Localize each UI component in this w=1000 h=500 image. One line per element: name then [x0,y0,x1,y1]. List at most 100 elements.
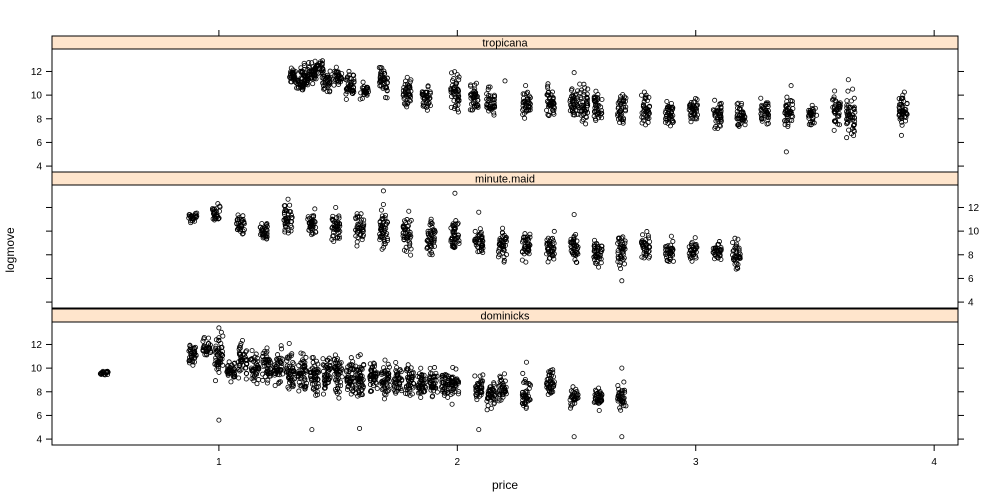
point-tropicana [903,110,909,116]
point-minute.maid [668,233,674,239]
point-minute.maid [622,238,628,244]
point-tropicana [620,117,626,123]
point-tropicana [846,127,852,133]
point-tropicana [692,110,698,116]
point-tropicana [784,118,790,124]
point-tropicana [852,109,858,115]
point-minute.maid [544,242,550,248]
point-tropicana [808,109,814,115]
point-dominicks [428,387,434,393]
point-minute.maid [429,236,435,242]
point-minute.maid [215,213,221,219]
point-dominicks [292,376,298,382]
point-tropicana [736,121,742,127]
point-dominicks [206,346,212,352]
y-tick-label: 6 [36,138,42,149]
point-tropicana [331,82,337,88]
point-minute.maid [617,262,623,268]
point-minute.maid [621,261,627,267]
point-tropicana [899,122,905,128]
point-minute.maid [475,244,481,250]
point-minute.maid [353,233,359,239]
point-minute.maid [475,233,481,239]
point-minute.maid [479,241,485,247]
point-minute.maid [640,232,646,238]
point-minute.maid [735,262,741,268]
point-dominicks [320,362,326,368]
point-dominicks [404,391,410,397]
point-dominicks [219,356,225,362]
point-tropicana [901,98,907,104]
point-dominicks [192,344,198,350]
point-tropicana [520,111,526,117]
point-dominicks [442,390,448,396]
point-dominicks [621,379,627,385]
point-dominicks [190,359,196,365]
point-dominicks [242,352,248,358]
point-dominicks [520,370,526,376]
point-tropicana [742,118,748,124]
y-tick-label: 4 [36,162,42,173]
point-minute.maid [238,228,244,234]
point-dominicks [284,369,290,375]
point-minute.maid [717,249,723,255]
point-dominicks [522,401,528,407]
point-minute.maid [551,228,557,234]
point-minute.maid [264,232,270,238]
point-tropicana [836,110,842,116]
point-dominicks [572,397,578,403]
point-dominicks [386,374,392,380]
point-tropicana [669,118,675,124]
outlier-minute.maid [285,196,291,202]
point-dominicks [212,378,218,384]
point-minute.maid [594,245,600,251]
point-tropicana [643,94,649,100]
y-tick-label: 10 [31,91,43,102]
point-minute.maid [257,224,263,230]
point-tropicana [377,79,383,85]
point-minute.maid [455,232,461,238]
point-dominicks [384,383,390,389]
point-tropicana [551,111,557,117]
outlier-dominicks [523,359,529,365]
point-minute.maid [307,224,313,230]
outlier-dominicks [619,434,625,440]
point-dominicks [573,386,579,392]
panel-box-dominicks [51,321,959,446]
point-minute.maid [405,235,411,241]
point-minute.maid [641,239,647,245]
point-dominicks [267,373,273,379]
point-minute.maid [547,241,553,247]
point-dominicks [356,379,362,385]
point-dominicks [381,396,387,402]
point-tropicana [403,86,409,92]
point-dominicks [254,355,260,361]
point-tropicana [595,108,601,114]
point-dominicks [418,389,424,395]
point-minute.maid [308,220,314,226]
point-dominicks [190,362,196,368]
point-dominicks [594,390,600,396]
point-dominicks [618,397,624,403]
point-dominicks [546,372,552,378]
point-minute.maid [687,253,693,259]
point-tropicana [643,122,649,128]
point-tropicana [899,103,905,109]
point-dominicks [238,367,244,373]
point-tropicana [570,96,576,102]
point-minute.maid [472,237,478,243]
point-dominicks [430,374,436,380]
point-minute.maid [732,256,738,262]
point-dominicks [398,386,404,392]
point-minute.maid [450,228,456,234]
point-dominicks [238,358,244,364]
point-tropicana [545,81,551,87]
point-tropicana [299,76,305,82]
point-dominicks [344,367,350,373]
point-dominicks [418,384,424,390]
point-tropicana [834,106,840,112]
point-tropicana [310,81,316,87]
point-minute.maid [333,226,339,232]
point-minute.maid [359,237,365,243]
point-tropicana [664,105,670,111]
